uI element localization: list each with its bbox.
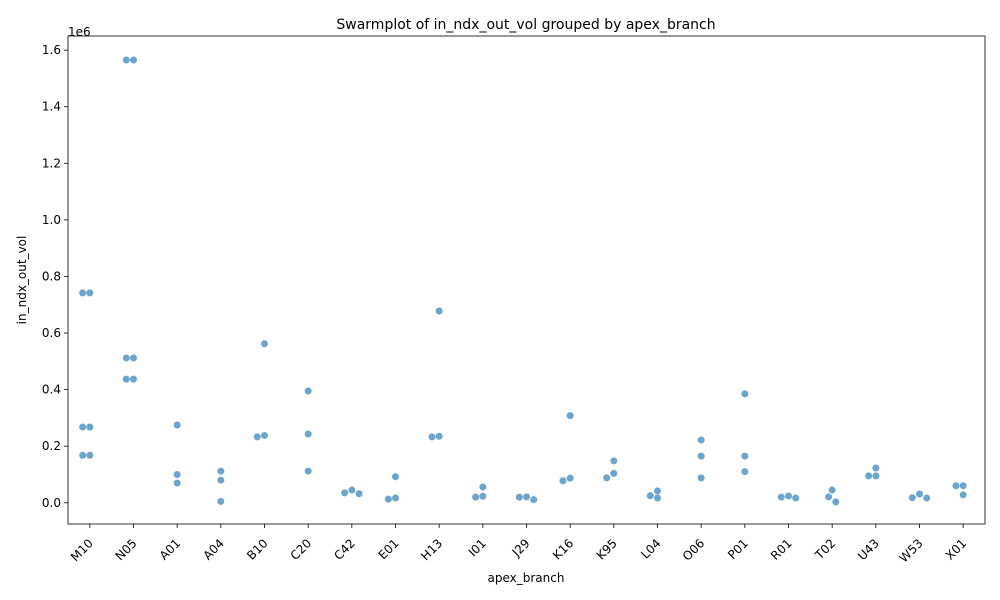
data-point: [384, 495, 392, 503]
data-point: [435, 307, 443, 315]
data-point: [122, 56, 130, 64]
data-point: [173, 470, 181, 478]
data-point: [86, 451, 94, 459]
data-point: [355, 490, 363, 498]
data-point: [785, 492, 792, 500]
y-tick-label: 0.0: [42, 496, 61, 510]
data-point: [304, 467, 312, 475]
data-point: [173, 421, 181, 429]
y-tick-label: 1.0: [42, 213, 61, 227]
data-point: [130, 375, 137, 383]
data-point: [348, 486, 356, 494]
data-point: [697, 474, 705, 482]
data-point: [559, 477, 567, 485]
data-point: [79, 451, 87, 459]
data-point: [479, 483, 487, 491]
data-point: [697, 452, 705, 460]
data-point: [428, 433, 436, 441]
data-point: [79, 289, 87, 297]
data-point: [959, 482, 967, 490]
x-axis-label: apex_branch: [488, 571, 565, 585]
data-point: [86, 423, 94, 431]
data-point: [217, 476, 225, 484]
data-point: [741, 390, 749, 398]
y-tick-label: 0.2: [42, 439, 61, 453]
data-point: [741, 468, 749, 476]
y-axis: 0.0 0.2 0.4 0.6 0.8 1.0 1.2 1.4 1.6: [42, 43, 68, 510]
data-point: [79, 423, 87, 431]
data-point: [654, 494, 661, 502]
chart-title: Swarmplot of in_ndx_out_vol grouped by a…: [336, 17, 715, 33]
data-point: [523, 493, 530, 501]
data-point: [566, 412, 574, 420]
y-tick-label: 1.2: [42, 156, 61, 170]
data-point: [959, 491, 967, 499]
data-point: [435, 432, 443, 440]
y-tick-label: 0.6: [42, 326, 61, 340]
data-point: [566, 474, 574, 482]
data-point: [479, 492, 487, 500]
data-point: [341, 489, 349, 497]
data-point: [610, 457, 618, 465]
data-point: [130, 56, 137, 64]
data-point: [828, 486, 836, 494]
data-point: [217, 497, 225, 505]
data-point: [217, 467, 225, 475]
data-points: [79, 56, 967, 506]
data-point: [777, 493, 785, 501]
y-tick-label: 0.4: [42, 383, 61, 397]
data-point: [792, 494, 800, 502]
data-point: [603, 474, 611, 482]
data-point: [261, 431, 268, 439]
data-point: [253, 433, 261, 441]
data-point: [472, 493, 480, 501]
data-point: [865, 472, 873, 480]
data-point: [872, 472, 880, 480]
data-point: [825, 493, 833, 501]
data-point: [610, 469, 618, 477]
y-tick-label: 0.8: [42, 269, 61, 283]
data-point: [872, 464, 880, 472]
data-point: [530, 496, 538, 504]
data-point: [646, 492, 654, 500]
data-point: [832, 498, 840, 506]
y-axis-label: in_ndx_out_vol: [15, 236, 29, 325]
data-point: [86, 289, 94, 297]
y-tick-label: 1.6: [42, 43, 61, 57]
data-point: [952, 482, 960, 490]
data-point: [122, 354, 130, 362]
data-point: [923, 494, 931, 502]
y-offset-label: 1e6: [68, 25, 91, 39]
data-point: [916, 490, 923, 498]
data-point: [654, 487, 661, 495]
data-point: [130, 354, 137, 362]
data-point: [392, 473, 399, 481]
data-point: [908, 494, 916, 502]
data-point: [122, 375, 130, 383]
y-tick-label: 1.4: [42, 100, 61, 114]
data-point: [304, 387, 312, 395]
data-point: [173, 479, 181, 487]
data-point: [304, 430, 312, 438]
data-point: [741, 452, 749, 460]
data-point: [697, 436, 705, 444]
data-point: [392, 494, 399, 502]
data-point: [515, 493, 523, 501]
data-point: [261, 340, 268, 348]
